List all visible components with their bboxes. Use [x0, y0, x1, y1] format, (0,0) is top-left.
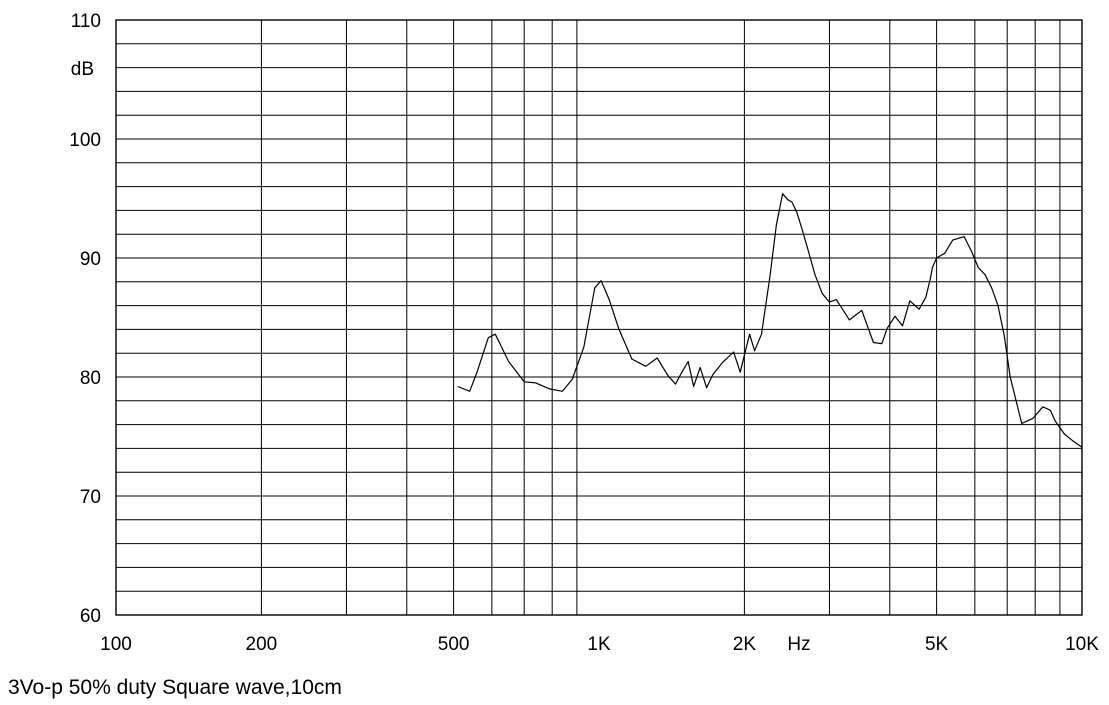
x-tick-label: 1K	[587, 634, 611, 655]
series-line	[457, 193, 1083, 448]
y-axis-label: dB	[71, 59, 94, 80]
x-tick-label: 5K	[925, 634, 949, 655]
x-tick-label: 500	[438, 634, 470, 655]
y-axis-tick-labels: 60 70 80 90 100 110	[69, 11, 101, 627]
x-axis-label: Hz	[787, 634, 810, 655]
y-tick-label: 80	[80, 368, 101, 389]
grid	[116, 20, 1082, 615]
x-tick-label: 200	[246, 634, 278, 655]
x-tick-label: 2K	[733, 634, 757, 655]
y-tick-label: 60	[80, 606, 101, 627]
frequency-response-chart: 60 70 80 90 100 110 100 200 500 1K 2K 5K 10K dB Hz	[69, 11, 1099, 655]
x-axis-tick-labels: 100 200 500 1K 2K 5K 10K	[100, 634, 1099, 655]
y-tick-label: 110	[71, 11, 101, 32]
x-tick-label: 10K	[1065, 634, 1099, 655]
chart-caption: 3Vo-p 50% duty Square wave,10cm	[8, 676, 342, 699]
plot-frame	[115, 19, 1083, 616]
y-tick-label: 100	[69, 130, 101, 151]
x-tick-label: 100	[100, 634, 132, 655]
y-tick-label: 70	[80, 487, 101, 508]
y-tick-label: 90	[80, 249, 101, 270]
